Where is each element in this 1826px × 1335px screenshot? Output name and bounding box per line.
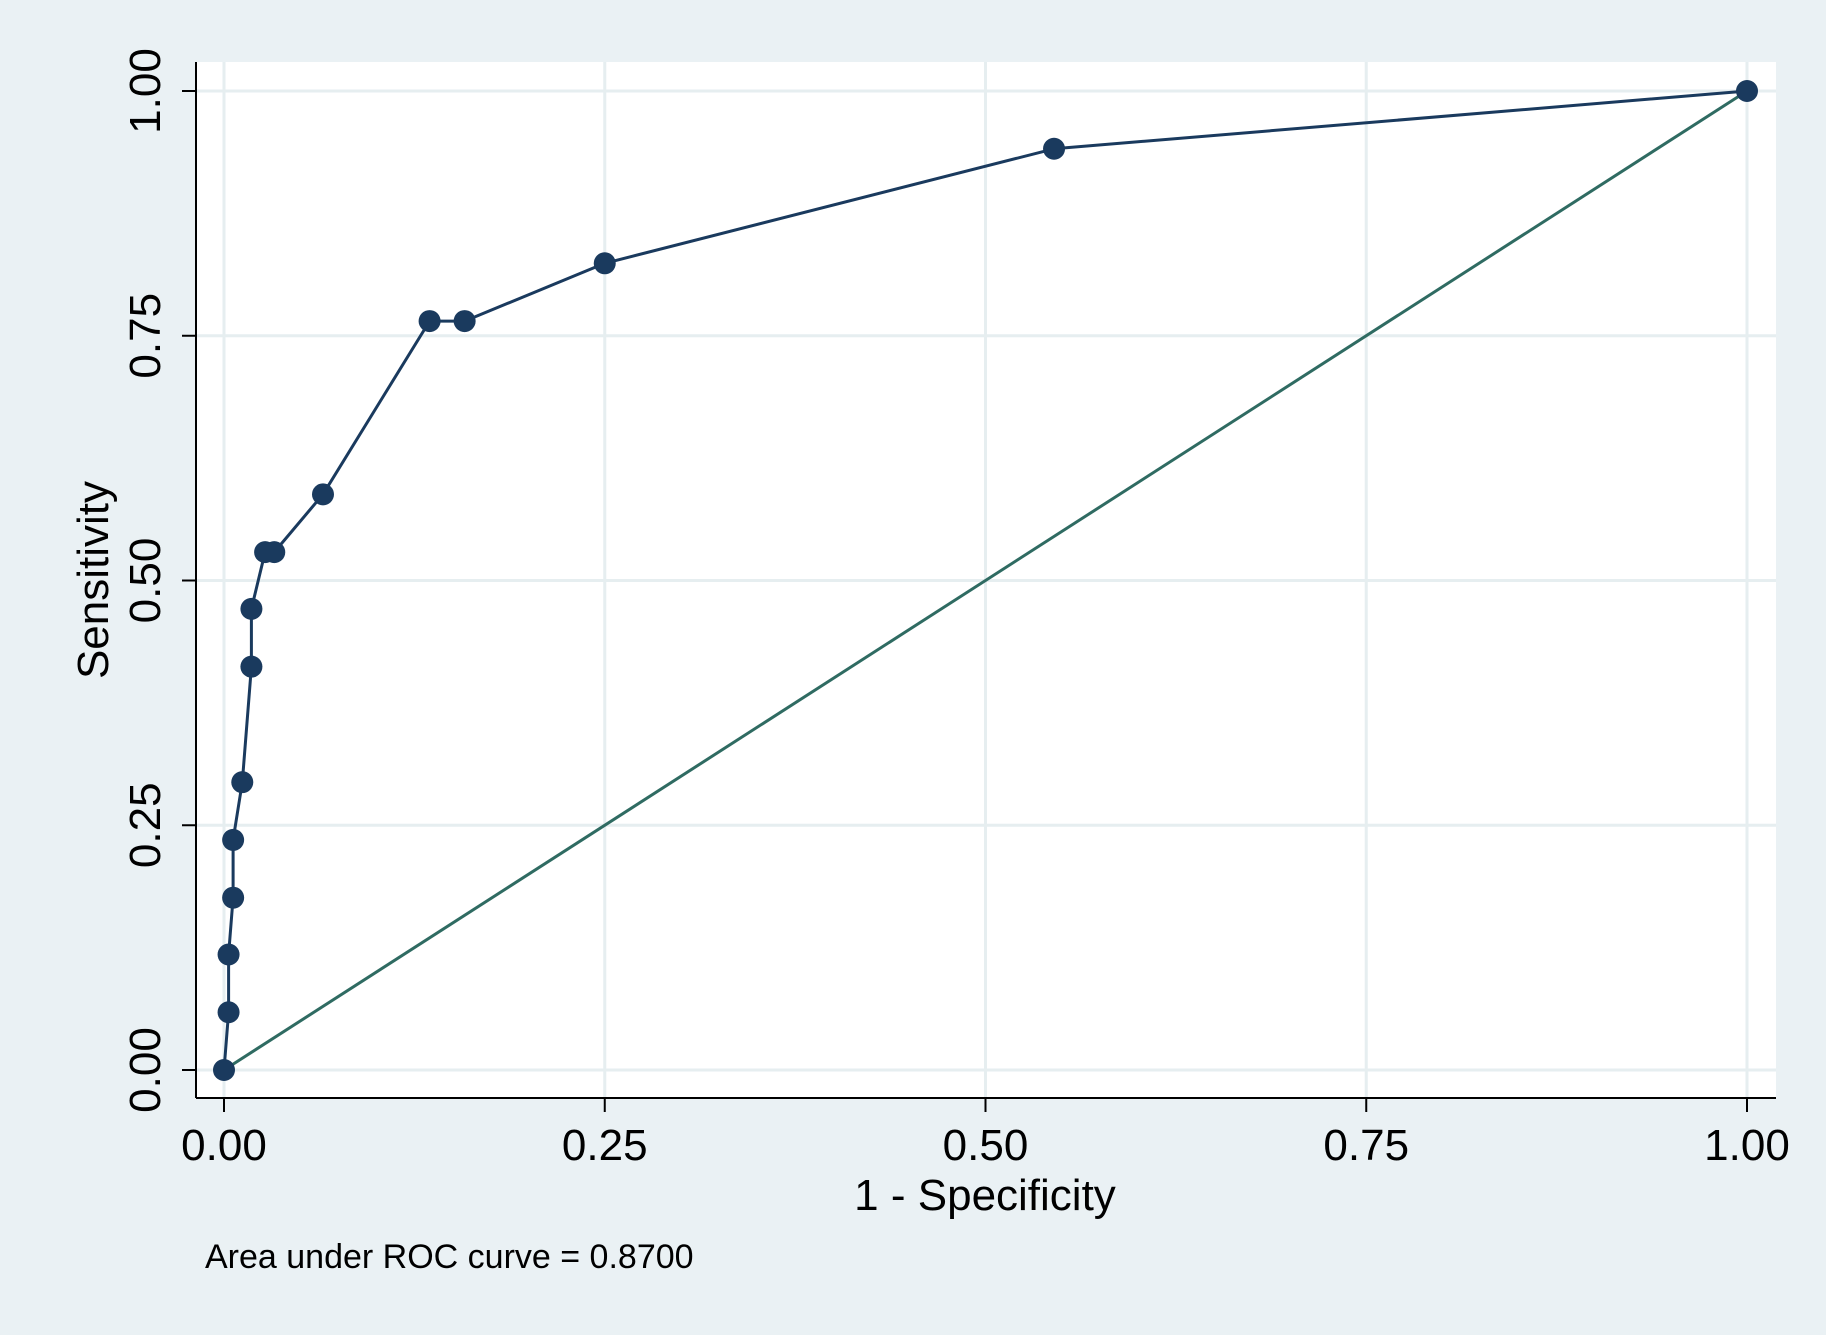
roc-point [311, 483, 334, 506]
x-tick-label: 0.25 [562, 1121, 648, 1170]
y-axis-ticks: 0.00 0.25 0.50 0.75 1.00 [121, 48, 196, 1113]
roc-point [263, 541, 286, 564]
roc-point [217, 943, 240, 966]
y-tick-label: 0.50 [121, 538, 170, 624]
roc-point [593, 252, 616, 275]
roc-point [240, 597, 263, 620]
y-axis-title: Sensitivity [69, 481, 118, 679]
roc-point [217, 1001, 240, 1024]
roc-point [213, 1059, 235, 1081]
y-tick-label: 0.25 [121, 782, 170, 868]
roc-point [222, 828, 245, 851]
roc-point [222, 886, 245, 909]
roc-point [453, 310, 476, 333]
reference-line [223, 89, 1748, 1072]
x-tick-label: 0.50 [943, 1121, 1029, 1170]
x-axis-ticks: 0.00 0.25 0.50 0.75 1.00 [181, 1098, 1790, 1170]
y-tick-label: 0.75 [121, 293, 170, 379]
roc-curve-layer [213, 80, 1758, 1081]
x-tick-label: 1.00 [1704, 1121, 1790, 1170]
roc-point [418, 310, 441, 333]
reference-line-layer [223, 89, 1748, 1072]
roc-point [231, 771, 254, 794]
roc-point [1736, 80, 1758, 102]
auc-annotation: Area under ROC curve = 0.8700 [205, 1238, 694, 1276]
y-tick-label: 0.00 [121, 1027, 170, 1113]
y-tick-label: 1.00 [121, 48, 170, 134]
roc-point [240, 655, 263, 678]
x-axis-title: 1 - Specificity [854, 1171, 1116, 1220]
x-tick-label: 0.75 [1323, 1121, 1409, 1170]
roc-curve-line [222, 89, 1748, 1071]
x-tick-label: 0.00 [181, 1121, 267, 1170]
roc-point [1043, 137, 1066, 160]
